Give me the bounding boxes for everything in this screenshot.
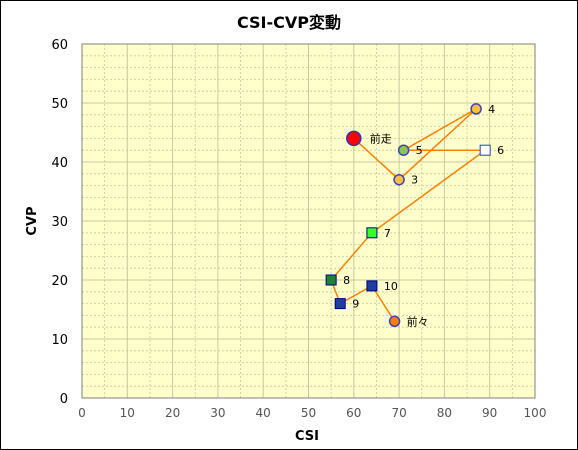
x-tick-label: 30 — [210, 406, 225, 420]
x-tick-label: 90 — [482, 406, 497, 420]
y-tick-label: 10 — [51, 333, 68, 348]
data-point-label: 9 — [352, 298, 359, 311]
data-point-label: 7 — [384, 227, 391, 240]
data-point-marker — [388, 315, 401, 328]
data-point-marker — [397, 144, 410, 156]
point-labels: 前々 10 98 7 6 5 4 3 前走 — [343, 103, 504, 328]
y-tick-label: 20 — [51, 274, 68, 289]
y-tick-label: 60 — [51, 38, 68, 53]
data-point-marker — [325, 274, 337, 286]
data-point-label: 3 — [411, 174, 418, 187]
data-point-marker — [366, 227, 378, 239]
y-tick-label: 0 — [60, 392, 68, 407]
x-tick-label: 20 — [165, 406, 180, 420]
data-point-marker — [334, 298, 346, 310]
data-point-label: 6 — [497, 144, 504, 157]
data-point-marker — [346, 130, 362, 147]
x-tick-label: 70 — [391, 406, 406, 420]
y-tick-label: 30 — [51, 215, 68, 230]
data-point-label: 4 — [488, 103, 495, 116]
x-tick-label: 50 — [301, 406, 316, 420]
data-point-marker — [393, 173, 405, 186]
y-axis-label: CVP — [25, 206, 40, 235]
data-point-marker — [479, 144, 491, 156]
chart-title: CSI-CVP変動 — [237, 13, 341, 32]
x-tick-label: 40 — [256, 406, 271, 420]
y-tick-label: 40 — [51, 156, 68, 171]
grid-lines — [81, 43, 536, 399]
x-tick-label: 100 — [524, 406, 547, 420]
x-axis-ticks: 0 10 20 30 40 50 60 70 80 90 100 — [78, 406, 546, 420]
series-markers — [325, 103, 491, 328]
data-point-label: 前走 — [370, 131, 392, 145]
y-axis-ticks: 0 10 20 30 40 50 60 — [51, 38, 68, 407]
plot-border — [81, 43, 536, 399]
data-point-label: 10 — [384, 280, 398, 293]
series-line — [330, 108, 488, 322]
data-point-label: 前々 — [407, 314, 429, 328]
data-point-label: 5 — [416, 144, 423, 157]
y-tick-label: 50 — [51, 97, 68, 112]
x-tick-label: 60 — [346, 406, 361, 420]
x-tick-label: 80 — [437, 406, 452, 420]
data-point-label: 8 — [343, 274, 350, 287]
data-point-marker — [366, 280, 378, 292]
x-tick-label: 0 — [78, 406, 86, 420]
series-path — [330, 108, 488, 322]
x-tick-label: 10 — [120, 406, 135, 420]
x-axis-label: CSI — [295, 429, 319, 444]
data-point-marker — [470, 103, 482, 115]
